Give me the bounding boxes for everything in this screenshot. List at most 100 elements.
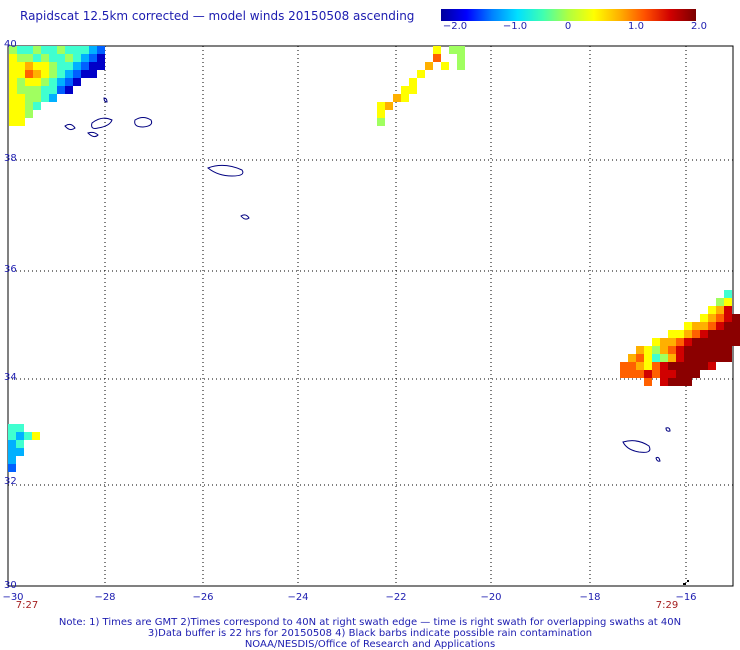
wind-cell: [57, 86, 65, 94]
wind-cell: [660, 346, 668, 354]
wind-cell: [17, 102, 25, 110]
wind-cell: [652, 370, 660, 378]
wind-cell: [41, 54, 49, 62]
wind-cell: [8, 424, 16, 432]
wind-cell: [716, 346, 724, 354]
map-title: Rapidscat 12.5km corrected — model winds…: [20, 9, 415, 23]
wind-cell: [692, 330, 700, 338]
time-label-right: 7:29: [655, 600, 679, 611]
wind-cell: [16, 448, 24, 456]
wind-cell: [32, 432, 40, 440]
wind-cell: [668, 378, 676, 386]
wind-cell: [668, 370, 676, 378]
wind-cell: [25, 94, 33, 102]
wind-cell: [652, 354, 660, 362]
island-coastline: [103, 97, 108, 103]
wind-cell: [25, 78, 33, 86]
wind-cell: [700, 330, 708, 338]
wind-cell: [644, 354, 652, 362]
wind-cell: [716, 330, 724, 338]
wind-cell: [17, 78, 25, 86]
wind-cell: [17, 62, 25, 70]
wind-cell: [41, 70, 49, 78]
island-coastline: [240, 214, 250, 220]
wind-cell: [9, 86, 17, 94]
wind-cell: [81, 62, 89, 70]
island-coastline: [87, 131, 99, 138]
wind-cell: [708, 346, 716, 354]
wind-cell: [65, 62, 73, 70]
wind-cell: [16, 440, 24, 448]
lat-label: 34: [4, 372, 17, 383]
wind-cell: [708, 354, 716, 362]
wind-cell: [732, 322, 740, 330]
wind-cell: [89, 62, 97, 70]
wind-cell: [17, 86, 25, 94]
lon-label: −22: [385, 592, 407, 603]
wind-cell: [716, 322, 724, 330]
wind-cell: [33, 78, 41, 86]
wind-cell: [25, 46, 33, 54]
colorbar-tick: −2.0: [442, 21, 468, 32]
wind-cell: [9, 110, 17, 118]
footnote-line: NOAA/NESDIS/Office of Research and Appli…: [244, 639, 496, 650]
wind-cell: [65, 78, 73, 86]
time-label-left: 7:27: [15, 600, 39, 611]
wind-cell: [65, 70, 73, 78]
wind-cell: [700, 362, 708, 370]
wind-cell: [668, 330, 676, 338]
wind-cell: [9, 62, 17, 70]
wind-cell: [97, 62, 105, 70]
wind-cell: [716, 298, 724, 306]
wind-cell: [17, 110, 25, 118]
island-coastline: [206, 164, 244, 177]
wind-cell: [73, 70, 81, 78]
wind-cell: [17, 118, 25, 126]
wind-cell: [660, 362, 668, 370]
wind-cell: [8, 456, 16, 464]
wind-cell: [660, 370, 668, 378]
wind-cell: [692, 370, 700, 378]
wind-cell: [81, 70, 89, 78]
wind-cell: [668, 354, 676, 362]
wind-cell: [708, 338, 716, 346]
wind-cell: [724, 314, 732, 322]
wind-cell: [433, 54, 441, 62]
wind-cell: [708, 306, 716, 314]
lat-label: 38: [4, 153, 17, 164]
lat-label: 32: [4, 476, 17, 487]
wind-cell: [692, 362, 700, 370]
wind-cell: [33, 54, 41, 62]
wind-cell: [41, 62, 49, 70]
wind-cell: [433, 46, 441, 54]
wind-cell: [644, 362, 652, 370]
lon-label: −30: [2, 592, 24, 603]
wind-cell: [684, 338, 692, 346]
wind-cell: [716, 306, 724, 314]
island-coastline: [655, 456, 661, 462]
wind-cell: [708, 362, 716, 370]
wind-cell: [684, 362, 692, 370]
lon-label: −26: [192, 592, 214, 603]
wind-cell: [73, 78, 81, 86]
wind-cell: [700, 322, 708, 330]
lat-label: 36: [4, 264, 17, 275]
colorbar: [441, 9, 696, 21]
map-frame: [7, 45, 734, 587]
wind-cell: [377, 118, 385, 126]
wind-cell: [9, 78, 17, 86]
lat-label: 40: [4, 39, 17, 50]
wind-cell: [692, 346, 700, 354]
wind-cell: [676, 338, 684, 346]
wind-cell: [636, 370, 644, 378]
wind-cell: [89, 54, 97, 62]
wind-cell: [652, 338, 660, 346]
wind-cell: [25, 102, 33, 110]
wind-cell: [668, 362, 676, 370]
wind-cell: [25, 54, 33, 62]
wind-cell: [49, 62, 57, 70]
wind-cell: [25, 86, 33, 94]
wind-cell: [409, 86, 417, 94]
wind-cell: [8, 432, 16, 440]
